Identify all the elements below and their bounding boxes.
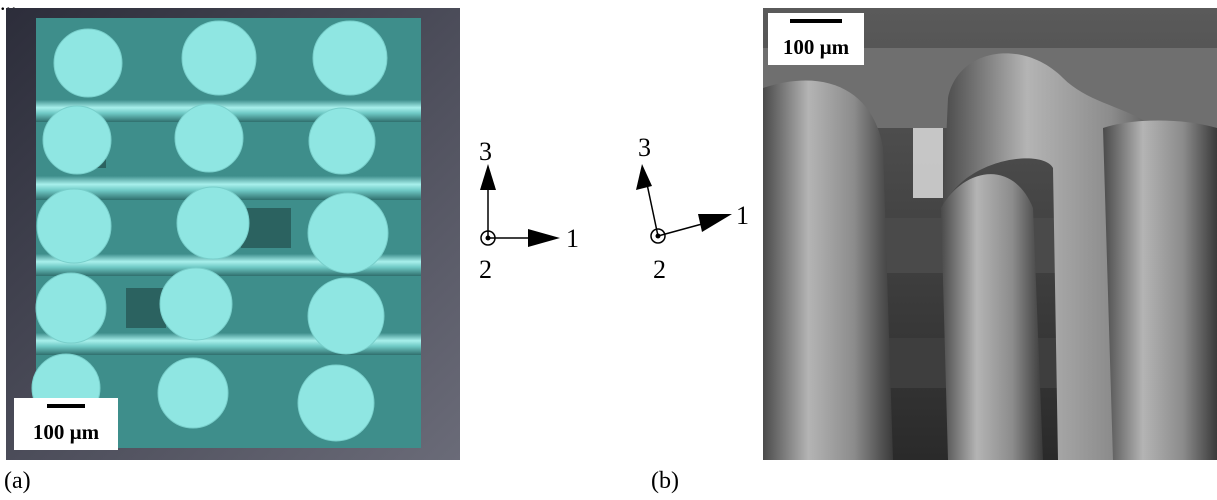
axis-label-3: 3 xyxy=(638,133,651,162)
sem-image: 100 µm xyxy=(763,8,1217,460)
axis-label-1: 1 xyxy=(566,224,579,253)
scale-bar-line xyxy=(47,404,85,408)
scale-bar-line xyxy=(790,19,842,23)
scale-bar-b: 100 µm xyxy=(768,13,864,65)
scale-label-b: 100 µm xyxy=(782,35,850,59)
axis-label-1: 1 xyxy=(736,201,749,230)
caption-a: (a) xyxy=(4,468,31,494)
axes-diagram-a: 3 1 2 xyxy=(479,137,579,284)
axes-diagram-b: 3 1 2 xyxy=(636,133,749,284)
coordinate-axes-b: 3 1 2 xyxy=(620,120,770,300)
sem-fibers-render xyxy=(763,8,1217,460)
ct-lattice-image: 100 µm xyxy=(6,8,460,460)
axis-label-2: 2 xyxy=(653,255,666,284)
scale-label-a: 100 µm xyxy=(32,420,100,444)
coordinate-axes-a: 3 1 2 xyxy=(460,120,630,300)
axis-label-3: 3 xyxy=(479,137,492,166)
caption-b: (b) xyxy=(651,468,679,494)
axis-label-2: 2 xyxy=(479,255,492,284)
lattice-render xyxy=(6,8,460,460)
scale-bar-a: 100 µm xyxy=(14,398,118,450)
